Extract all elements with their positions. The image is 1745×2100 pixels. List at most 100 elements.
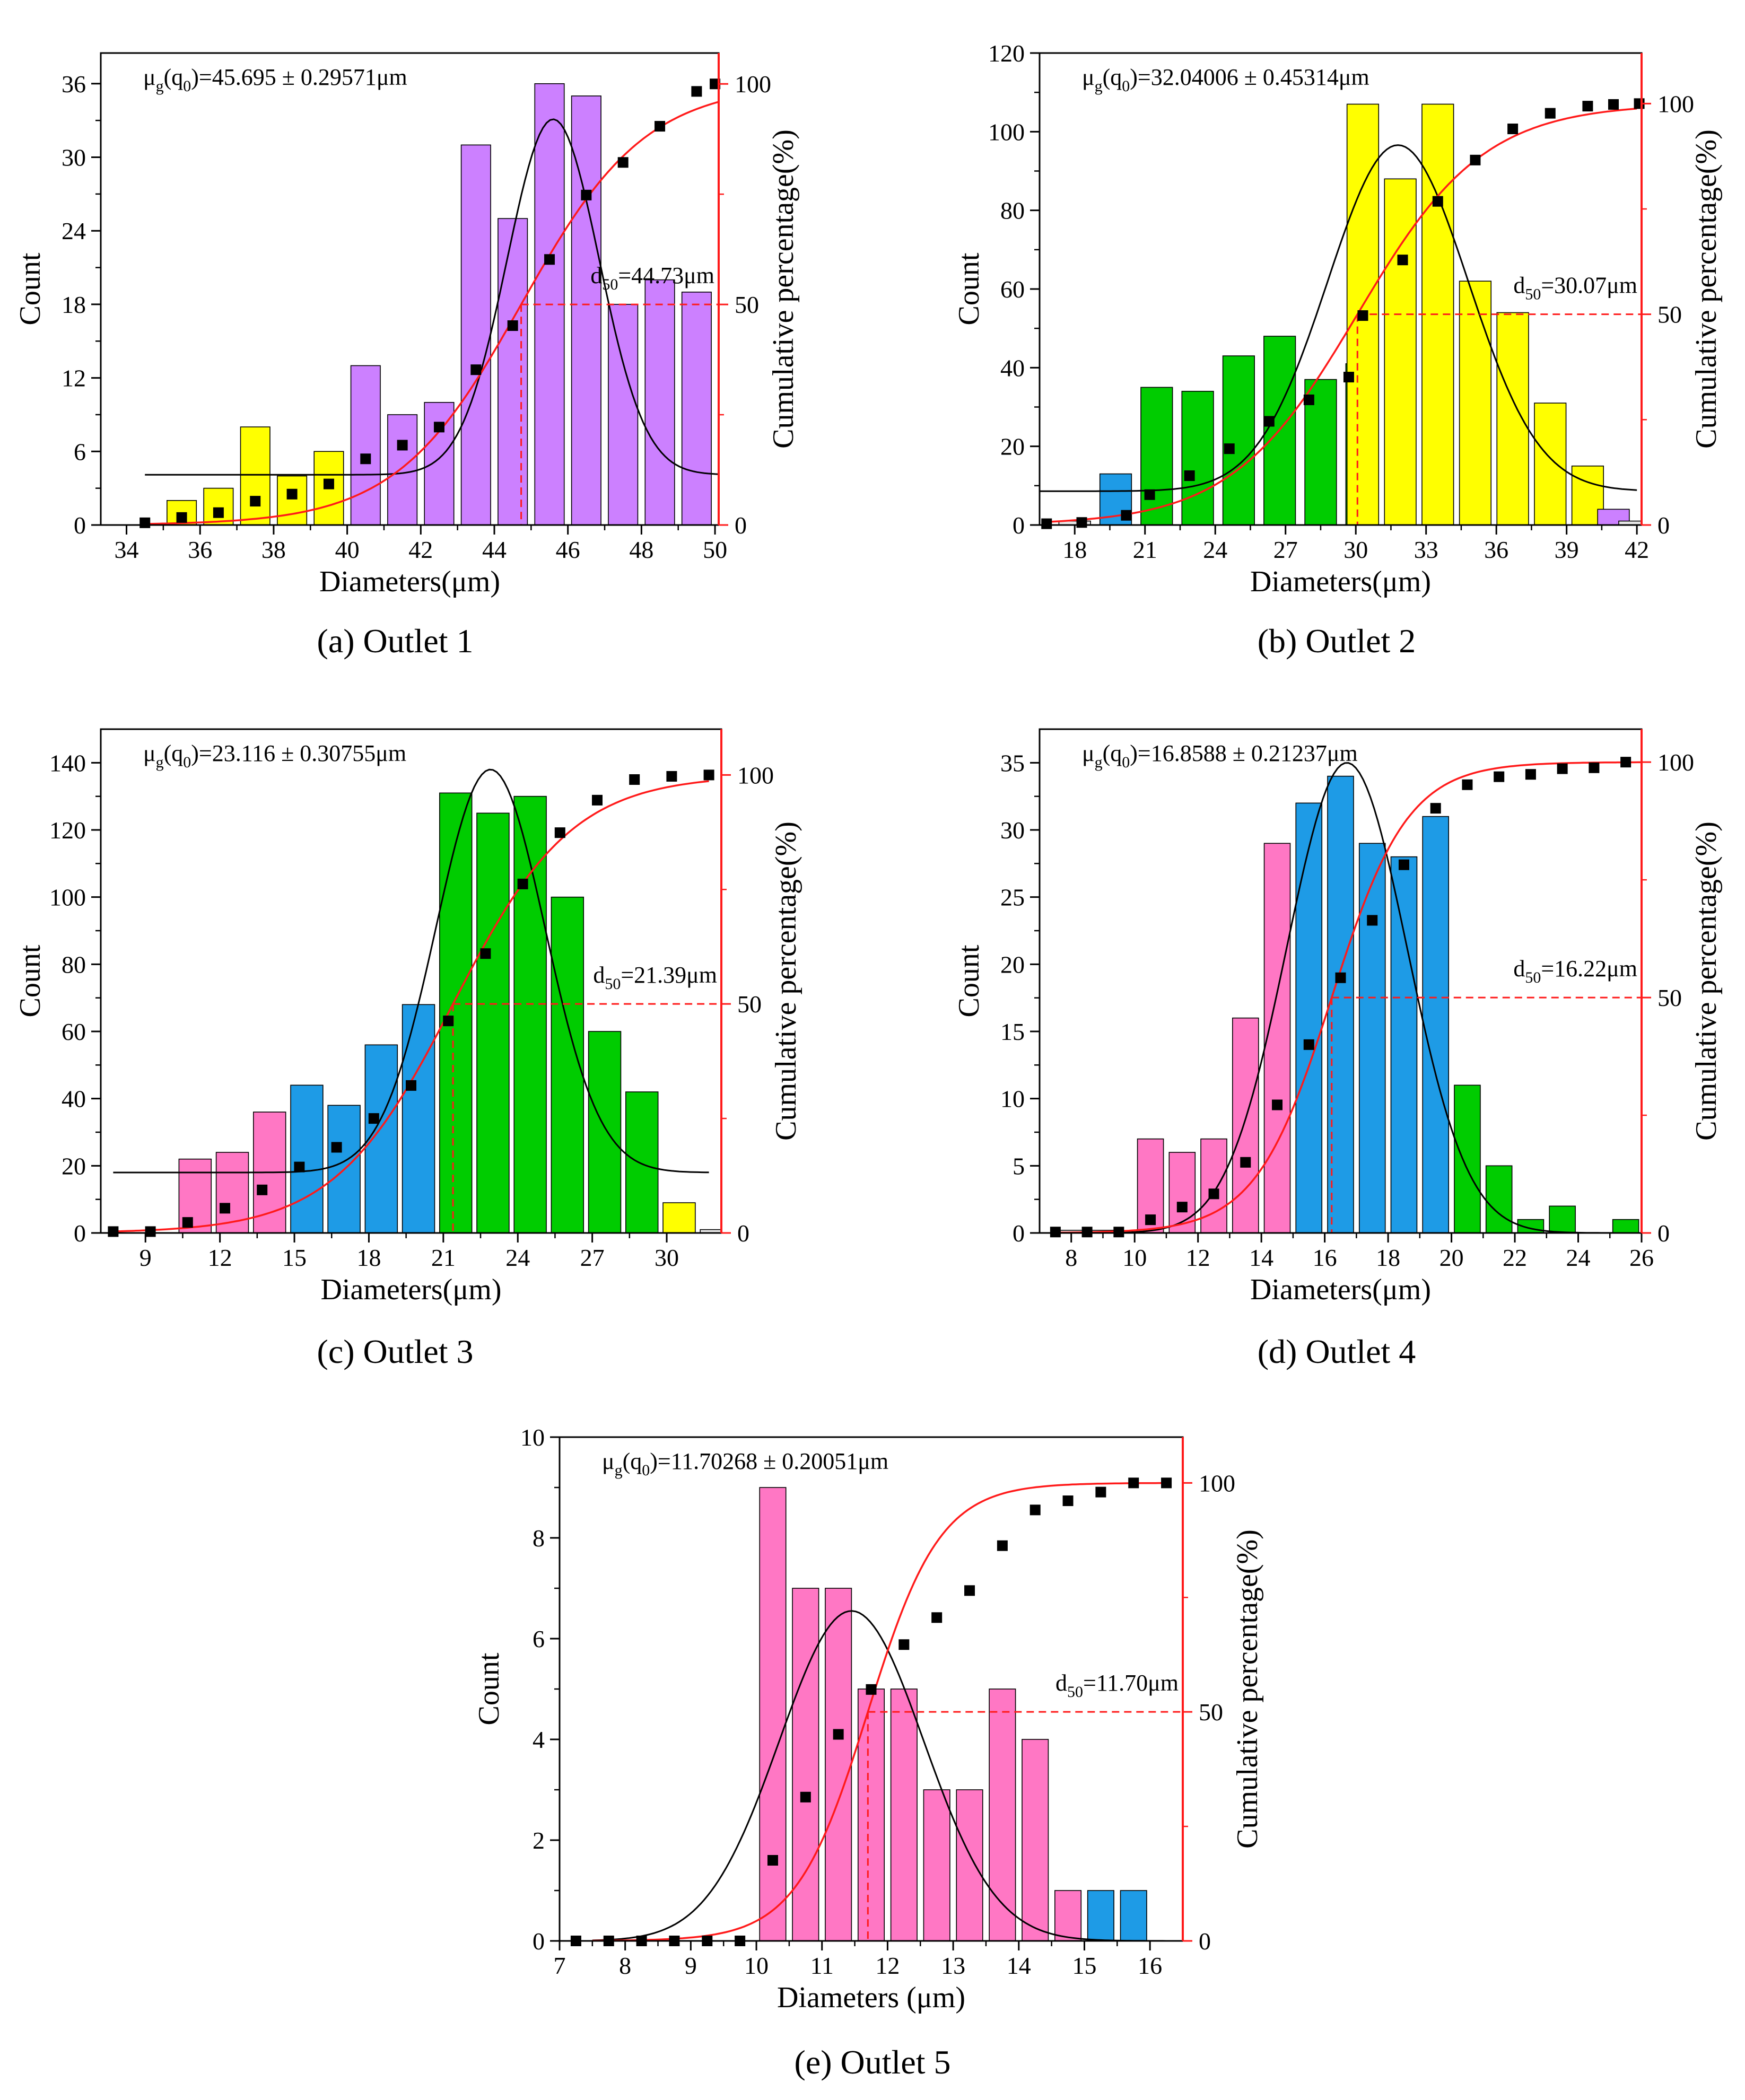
- bar-2: [1140, 387, 1173, 525]
- x-tick-label: 50: [703, 536, 727, 563]
- cumulative-point-11: [1432, 196, 1443, 207]
- y-tick-label: 0: [1013, 512, 1025, 539]
- y2-tick-label: 0: [1657, 1220, 1670, 1247]
- y2-tick-label: 100: [737, 762, 774, 789]
- x-tick-label: 38: [261, 536, 286, 563]
- bar-3: [1181, 391, 1214, 525]
- bar-13: [1485, 1165, 1513, 1233]
- mean-annotation: μg(q0)=11.70268 ± 0.20051μm: [602, 1448, 888, 1479]
- bar-2: [240, 426, 271, 525]
- y-tick-label: 40: [1000, 354, 1025, 381]
- y-tick-label: 60: [62, 1018, 86, 1045]
- x-tick-label: 30: [655, 1244, 679, 1271]
- bar-7: [1295, 802, 1323, 1233]
- mean-annotation: μg(q0)=16.8588 ± 0.21237μm: [1082, 740, 1358, 771]
- cumulative-point-1: [1081, 1227, 1093, 1238]
- x-tick-label: 42: [1625, 536, 1649, 563]
- y-tick-label: 80: [62, 951, 86, 978]
- cumulative-point-0: [1041, 518, 1052, 529]
- bar-3: [1168, 1152, 1196, 1233]
- cumulative-point-5: [1208, 1188, 1219, 1200]
- cumulative-point-1: [1076, 517, 1087, 528]
- y-axis-title: Count: [953, 252, 985, 325]
- cumulative-fit-curve: [1046, 108, 1637, 523]
- bar-1: [215, 1152, 249, 1233]
- mean-annotation: μg(q0)=32.04006 ± 0.45314μm: [1082, 64, 1369, 95]
- cumulative-point-10: [898, 1639, 910, 1650]
- x-tick-label: 20: [1439, 1244, 1464, 1271]
- cumulative-point-2: [1121, 510, 1132, 521]
- bar-8: [476, 812, 510, 1233]
- cumulative-point-10: [480, 948, 491, 959]
- bar-6: [402, 1004, 435, 1233]
- y2-tick-label: 100: [1657, 90, 1694, 117]
- y2-tick-label: 0: [735, 512, 747, 539]
- y-tick-label: 20: [1000, 951, 1025, 978]
- x-tick-label: 24: [505, 1244, 530, 1271]
- cumulative-point-16: [1608, 99, 1619, 110]
- bar-6: [956, 1789, 983, 1941]
- bar-6: [1263, 843, 1291, 1233]
- cumulative-point-7: [1303, 394, 1314, 405]
- cumulative-point-15: [1582, 101, 1593, 112]
- cumulative-point-4: [286, 488, 298, 500]
- chart-panel-3: 8 10 12 14 16 18 20 22 24 2605101520253035050100D…: [953, 728, 1723, 1370]
- y2-tick-label: 100: [1657, 749, 1694, 776]
- cumulative-point-15: [1062, 1495, 1074, 1507]
- cumulative-point-9: [443, 1016, 454, 1027]
- cumulative-point-17: [1589, 762, 1600, 773]
- x-tick-label: 9: [685, 1952, 697, 1979]
- d50-annotation: d50=11.70μm: [1055, 1670, 1179, 1701]
- gauss-fit-curve: [592, 1610, 1170, 1941]
- bar-8: [460, 144, 491, 525]
- y2-tick-label: 50: [735, 291, 759, 318]
- x-tick-label: 24: [1203, 536, 1227, 563]
- chart-panel-0: 34 36 38 40 42 44 46 48 50 0 6 12 18 24 30 36 0 50 100 Diam…: [14, 52, 800, 660]
- x-tick-label: 40: [335, 536, 360, 563]
- panel-caption: (a) Outlet 1: [317, 622, 474, 660]
- x-tick-label: 12: [208, 1244, 232, 1271]
- cumulative-point-12: [964, 1585, 975, 1596]
- cumulative-point-2: [182, 1217, 193, 1228]
- panel-caption: (b) Outlet 2: [1258, 622, 1416, 660]
- y-tick-label: 35: [1000, 749, 1025, 776]
- bar-9: [1384, 178, 1417, 525]
- y-tick-label: 12: [62, 365, 86, 392]
- bar-9: [513, 795, 547, 1233]
- x-tick-label: 8: [619, 1952, 631, 1979]
- chart-panel-1: 18 21 24 27 30 33 36 39 42 0 20 40 60 80 100 120 0 50 100 D…: [953, 40, 1723, 660]
- cumulative-point-3: [1145, 1214, 1156, 1226]
- y2-axis-title: Cumulative percentage(%): [767, 129, 800, 449]
- y-tick-label: 18: [62, 291, 86, 318]
- cumulative-point-16: [1095, 1486, 1106, 1498]
- bar-12: [1454, 1084, 1481, 1233]
- x-axis-title: Diameters(μm): [320, 1273, 501, 1306]
- x-tick-label: 16: [1313, 1244, 1337, 1271]
- mean-annotation: μg(q0)=45.695 ± 0.29571μm: [143, 64, 407, 95]
- bar-11: [588, 1031, 622, 1233]
- cumulative-point-4: [1176, 1202, 1188, 1213]
- cumulative-point-1: [145, 1226, 156, 1237]
- cumulative-point-3: [220, 1203, 230, 1214]
- y-tick-label: 24: [62, 217, 86, 244]
- y-tick-label: 80: [1000, 197, 1025, 224]
- cumulative-point-13: [1462, 779, 1473, 790]
- bar-1: [792, 1588, 819, 1941]
- cumulative-point-11: [517, 878, 528, 889]
- y-tick-label: 8: [533, 1525, 545, 1552]
- x-tick-label: 27: [1273, 536, 1298, 563]
- y2-tick-label: 0: [1657, 512, 1670, 539]
- bar-4: [1222, 355, 1255, 525]
- cumulative-fit-curve: [145, 101, 719, 525]
- bar-9: [1358, 843, 1386, 1233]
- cumulative-point-4: [257, 1184, 268, 1195]
- bar-1: [203, 487, 234, 525]
- bar-5: [923, 1789, 950, 1941]
- x-tick-label: 12: [875, 1952, 900, 1979]
- bar-10: [1087, 1890, 1114, 1941]
- bar-3: [277, 475, 308, 525]
- cumulative-point-6: [360, 453, 371, 465]
- bar-2: [825, 1588, 852, 1941]
- cumulative-point-0: [108, 1226, 119, 1237]
- y-tick-label: 120: [988, 40, 1025, 67]
